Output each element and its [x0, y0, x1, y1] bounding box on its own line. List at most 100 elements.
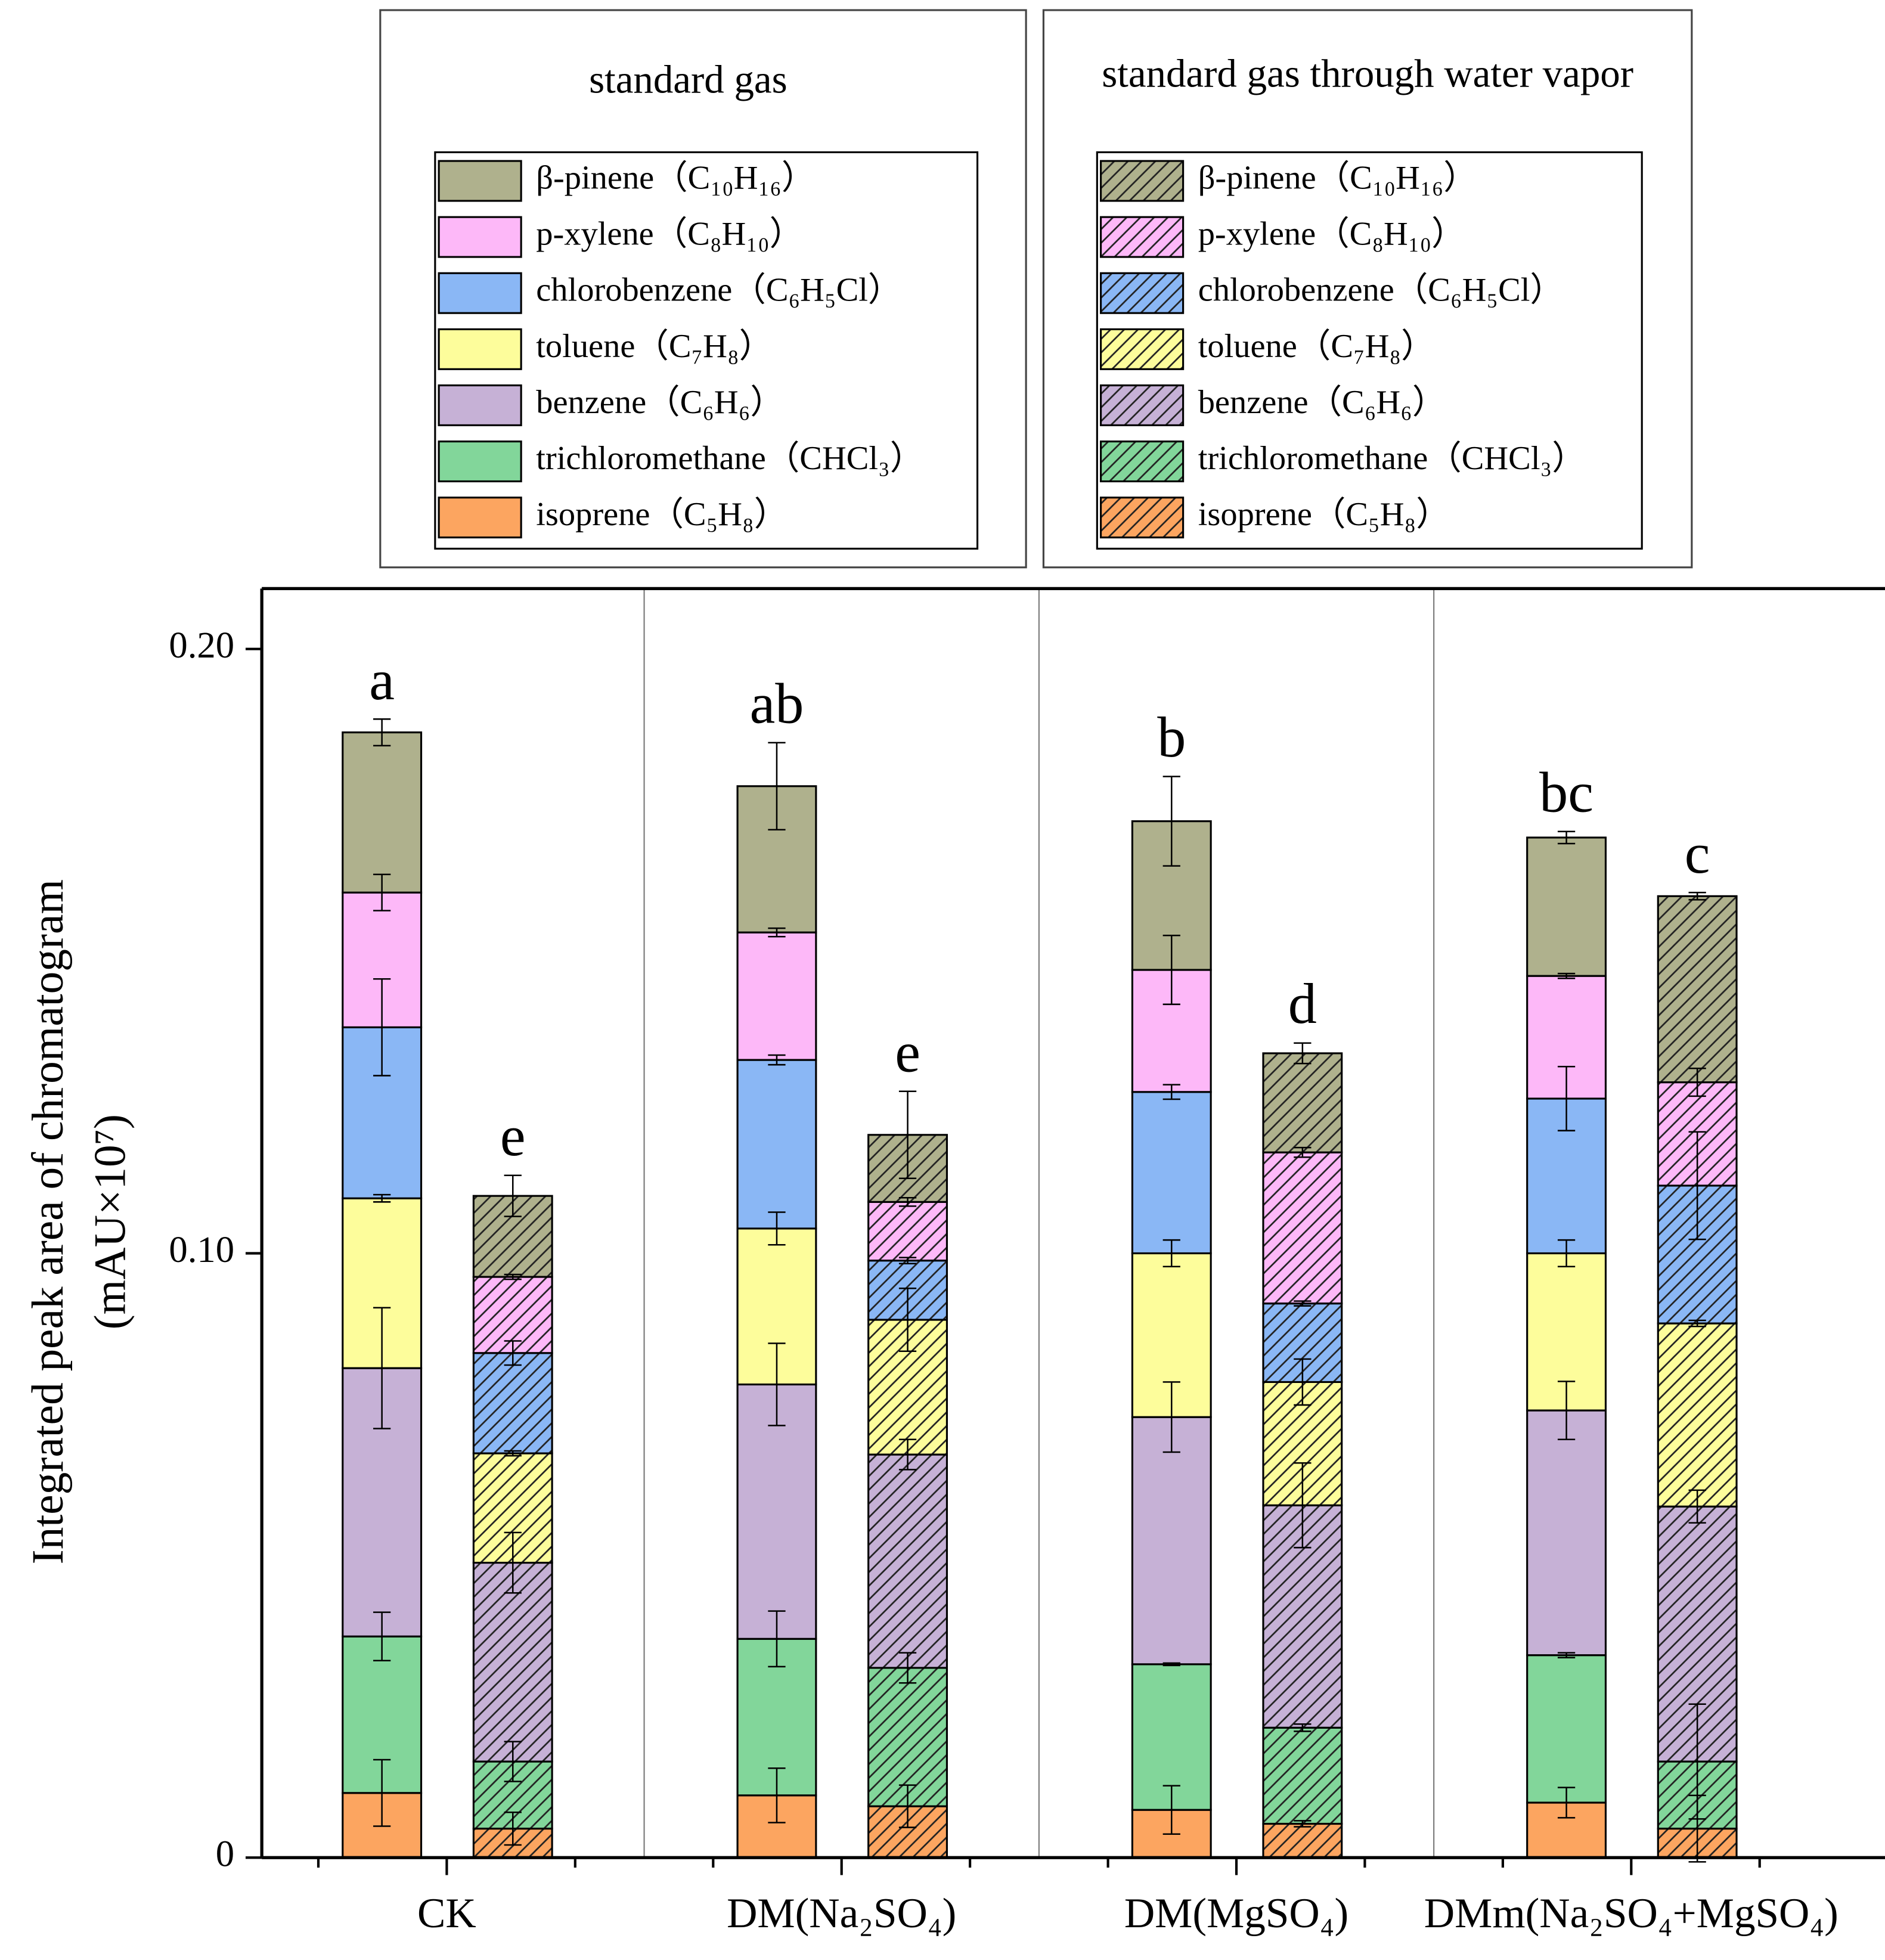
legend-label: benzene（C₆H₆）	[536, 384, 784, 421]
significance-letter: e	[895, 1020, 920, 1084]
error-bar	[373, 1307, 391, 1429]
legend-label: benzene（C₆H₆）	[1198, 384, 1446, 421]
bar-segment	[1526, 1654, 1607, 1804]
bar-segment	[472, 1352, 553, 1455]
legend-label: chlorobenzene（C₆H₅Cl）	[536, 272, 901, 309]
error-bar	[768, 1054, 786, 1066]
bar-segment	[867, 1201, 948, 1262]
error-bar	[504, 1273, 522, 1280]
significance-letter: ab	[750, 671, 804, 735]
legend-swatch	[438, 384, 522, 426]
legend-label: chlorobenzene（C₆H₅Cl）	[1198, 272, 1564, 309]
x-tick-label: CK	[417, 1890, 476, 1937]
error-bar	[898, 1196, 917, 1207]
error-bar	[1162, 1662, 1180, 1667]
error-bar	[898, 1784, 917, 1828]
bar-segment	[867, 1667, 948, 1807]
legend-label: p-xylene（C₈H₁₀）	[1198, 216, 1465, 253]
error-bar	[898, 1288, 917, 1352]
significance-letter: bc	[1539, 760, 1593, 824]
error-bar	[1688, 1131, 1706, 1240]
error-bar	[1557, 1065, 1576, 1131]
bar-segment	[736, 1059, 817, 1230]
error-bar	[373, 1759, 391, 1827]
error-bar	[1294, 1146, 1312, 1158]
error-bar	[1294, 1820, 1312, 1828]
error-bar	[1294, 1042, 1312, 1065]
legend-label: trichloromethane（CHCl₃）	[536, 440, 923, 477]
legend-frame	[434, 151, 979, 550]
error-bar	[768, 927, 786, 938]
bar-segment	[1262, 1726, 1343, 1825]
legend-label: p-xylene（C₈H₁₀）	[536, 216, 803, 253]
bar-segment	[1657, 895, 1738, 1084]
error-bar	[1688, 1319, 1706, 1328]
error-bar	[1557, 1787, 1576, 1819]
error-bar	[1162, 1239, 1180, 1268]
bar-segment	[1262, 1151, 1343, 1305]
error-bar	[1688, 1489, 1706, 1524]
legend-title: standard gas through water vapor	[1102, 51, 1633, 95]
legend-swatch	[438, 272, 522, 314]
bar-segment	[867, 1453, 948, 1669]
legend-swatch	[1100, 441, 1185, 483]
error-bar	[1688, 892, 1706, 901]
error-bar	[504, 1450, 522, 1457]
significance-letter: d	[1288, 972, 1317, 1035]
error-bar	[1162, 776, 1180, 867]
error-bar	[504, 1531, 522, 1594]
error-bar	[898, 1652, 917, 1684]
error-bar	[768, 742, 786, 831]
error-bar	[1162, 1381, 1180, 1453]
x-tick-label: DM(MgSO₄)	[1124, 1890, 1348, 1937]
legend-swatch	[1100, 328, 1185, 370]
error-bar	[1557, 1381, 1576, 1440]
error-bar	[898, 1090, 917, 1180]
significance-letter: c	[1685, 821, 1710, 885]
y-axis-label: Integrated peak area of chromatogram	[23, 879, 73, 1564]
legend-label: isoprene（C₅H₈）	[536, 496, 788, 533]
legend-label: trichloromethane（CHCl₃）	[1198, 440, 1586, 477]
error-bar	[373, 873, 391, 911]
error-bar	[504, 1741, 522, 1782]
legend-label: β-pinene（C₁₀H₁₆）	[536, 159, 815, 196]
error-bar	[1294, 1462, 1312, 1549]
y-tick-label: 0.20	[169, 624, 234, 666]
bar-segment	[736, 931, 817, 1061]
error-bar	[373, 1193, 391, 1203]
legend-swatch	[438, 497, 522, 539]
significance-letter: b	[1157, 705, 1186, 769]
x-tick-label: DM(Na₂SO₄)	[727, 1890, 956, 1937]
bar-segment	[1131, 1091, 1212, 1255]
error-bar	[1557, 972, 1576, 979]
legend-swatch	[438, 441, 522, 483]
bar-segment	[736, 1383, 817, 1640]
bar-segment	[1131, 1416, 1212, 1666]
error-bar	[504, 1340, 522, 1366]
error-bar	[898, 1438, 917, 1471]
error-bar	[768, 1342, 786, 1426]
error-bar	[1162, 1785, 1180, 1835]
error-bar	[373, 978, 391, 1077]
bar-segment	[1657, 1322, 1738, 1508]
legend-swatch	[1100, 160, 1185, 202]
legend-swatch	[1100, 272, 1185, 314]
x-tick-label: DMm(Na₂SO₄+MgSO₄)	[1424, 1890, 1839, 1937]
error-bar	[768, 1610, 786, 1668]
legend-label: toluene（C₇H₈）	[1198, 328, 1435, 365]
bar-segment	[342, 731, 423, 894]
legend-swatch	[1100, 216, 1185, 258]
error-bar	[1557, 1239, 1576, 1268]
legend-swatch	[1100, 384, 1185, 426]
error-bar	[1162, 1084, 1180, 1100]
legend-swatch	[438, 160, 522, 202]
legend-swatch	[438, 328, 522, 370]
legend-label: isoprene（C₅H₈）	[1198, 496, 1450, 533]
error-bar	[1557, 830, 1576, 845]
bar-segment	[1526, 836, 1607, 977]
error-bar	[1294, 1300, 1312, 1307]
legend-label: toluene（C₇H₈）	[536, 328, 773, 365]
error-bar	[898, 1257, 917, 1264]
legend-box	[379, 9, 1027, 569]
